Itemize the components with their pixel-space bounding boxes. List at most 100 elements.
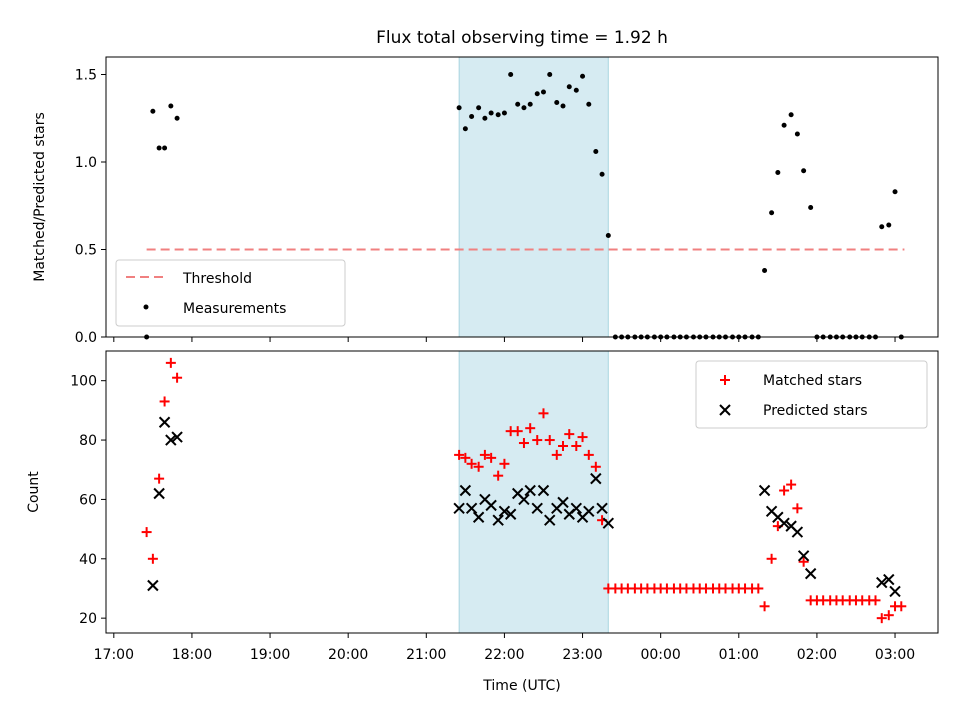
measurement-point <box>508 72 514 77</box>
matched-star-point <box>538 408 549 419</box>
measurement-point <box>162 145 168 151</box>
legend-threshold-label: Threshold <box>182 271 252 287</box>
measurement-point <box>456 105 462 111</box>
predicted-star-point <box>883 573 895 586</box>
measurement-point <box>168 103 174 109</box>
x-tick-label: 20:00 <box>328 647 368 663</box>
predicted-stars-points <box>147 416 901 598</box>
matched-star-point <box>883 610 894 621</box>
matched-star-point <box>558 440 569 451</box>
bottom-legend-box <box>695 360 928 429</box>
top-highlight-band <box>458 56 609 338</box>
measurement-point <box>886 222 892 228</box>
legend-matched-swatch <box>720 375 730 385</box>
measurement-point <box>150 108 156 114</box>
measurement-point <box>476 105 482 111</box>
x-tick-label: 01:00 <box>719 647 759 663</box>
legend-measurements-swatch <box>143 304 149 310</box>
matched-star-point <box>870 595 881 606</box>
measurement-point <box>801 168 807 174</box>
top-y-tick-label: 1.0 <box>75 155 97 171</box>
bottom-y-ticks: 20 40 60 80 100 <box>70 374 106 627</box>
legend-matched-label: Matched stars <box>763 373 862 389</box>
matched-star-point <box>590 461 601 472</box>
matched-star-point <box>479 449 490 460</box>
matched-stars-points <box>141 357 907 624</box>
matched-star-point <box>577 432 588 443</box>
bottom-y-tick-label: 60 <box>79 492 97 508</box>
predicted-star-point <box>153 487 165 500</box>
x-tick-label: 03:00 <box>875 647 915 663</box>
top-legend: Threshold Measurements <box>115 259 346 327</box>
measurement-point <box>586 101 592 107</box>
legend-measurements-label: Measurements <box>183 301 286 317</box>
x-axis-label: Time (UTC) <box>482 678 560 694</box>
matched-star-point <box>141 527 152 538</box>
matched-star-point <box>525 423 536 434</box>
x-tick-label: 19:00 <box>250 647 290 663</box>
measurement-point <box>879 224 885 230</box>
matched-star-point <box>786 479 797 490</box>
top-y-tick-label: 0.5 <box>75 243 97 259</box>
matched-star-point <box>512 426 523 437</box>
matched-star-point <box>583 449 594 460</box>
matched-star-point <box>544 435 555 446</box>
bottom-axes-frame <box>105 350 939 634</box>
measurement-point <box>495 112 501 118</box>
predicted-star-point <box>797 550 810 562</box>
measurement-point <box>605 233 611 238</box>
matched-star-point <box>779 485 790 496</box>
measurement-point <box>527 101 533 107</box>
predicted-star-point <box>504 508 517 520</box>
x-tick-label: 02:00 <box>797 647 837 663</box>
matched-star-point <box>759 601 770 612</box>
bottom-y-axis-label: Count <box>26 471 42 513</box>
legend-predicted-label: Predicted stars <box>763 403 868 419</box>
measurement-point <box>540 89 546 95</box>
top-x-ticks <box>113 337 896 342</box>
measurement-point <box>775 170 781 175</box>
measurement-point <box>566 84 572 90</box>
measurement-point <box>788 112 794 118</box>
predicted-star-point <box>459 484 472 497</box>
measurement-point <box>547 72 553 77</box>
bottom-y-tick-label: 80 <box>79 433 97 449</box>
predicted-star-point <box>778 517 790 529</box>
top-axes-frame <box>105 56 939 338</box>
top-panel: 0.0 0.5 1.0 1.5 Flux total observing time =… <box>32 28 939 346</box>
predicted-star-point <box>590 472 602 485</box>
predicted-star-point <box>465 502 478 515</box>
measurement-point <box>892 189 898 195</box>
top-y-axis-label: Matched/Predicted stars <box>32 112 48 282</box>
predicted-star-point <box>758 484 771 497</box>
predicted-star-point <box>602 517 615 529</box>
predicted-star-point <box>492 514 504 526</box>
measurement-point <box>521 105 527 111</box>
predicted-star-point <box>147 579 159 592</box>
measurement-point <box>560 103 566 109</box>
top-y-ticks: 0.0 0.5 1.0 1.5 <box>75 68 106 346</box>
measurement-point <box>174 115 180 121</box>
predicted-star-point <box>165 434 177 446</box>
matched-star-point <box>499 458 510 469</box>
matched-star-point <box>564 429 575 440</box>
predicted-star-point <box>889 585 901 598</box>
matched-star-point <box>551 449 562 460</box>
legend-predicted-swatch <box>719 404 731 416</box>
matched-star-point <box>753 583 764 594</box>
measurement-point <box>599 171 605 177</box>
x-tick-label: 17:00 <box>94 647 134 663</box>
matched-star-point <box>473 461 484 472</box>
matched-star-point <box>876 613 887 624</box>
measurement-point <box>501 110 507 116</box>
matched-star-point <box>466 458 477 469</box>
predicted-star-point <box>804 567 817 580</box>
matched-star-point <box>154 473 165 484</box>
matched-star-point <box>571 440 582 451</box>
measurement-point <box>515 101 521 107</box>
chart-title: Flux total observing time = 1.92 h <box>376 28 668 48</box>
measurement-point <box>482 115 488 121</box>
predicted-star-point <box>485 499 497 512</box>
predicted-star-point <box>544 514 556 526</box>
matched-star-point <box>159 396 170 407</box>
